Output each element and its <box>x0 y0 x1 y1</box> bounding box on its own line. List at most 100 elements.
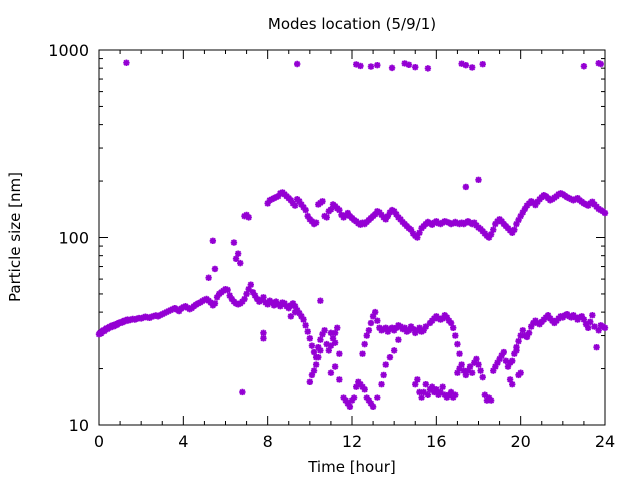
data-point <box>468 64 476 71</box>
data-point <box>452 391 459 398</box>
data-point <box>367 400 375 407</box>
data-point <box>277 303 284 310</box>
data-point <box>224 286 231 294</box>
data-point <box>475 361 482 368</box>
data-point <box>237 259 244 267</box>
data-point <box>374 61 381 69</box>
data-point <box>317 347 324 354</box>
data-point <box>367 319 375 327</box>
data-point <box>211 265 219 273</box>
data-point <box>462 371 470 379</box>
x-tick-label: 16 <box>426 432 446 451</box>
data-point <box>517 212 524 220</box>
plot-frame <box>98 49 606 426</box>
data-point <box>595 327 602 334</box>
data-point <box>363 332 370 339</box>
data-point <box>321 327 328 334</box>
data-point <box>365 327 373 334</box>
data-point <box>418 394 425 401</box>
data-point <box>513 343 520 351</box>
data-point <box>289 300 297 307</box>
data-point <box>317 336 324 343</box>
data-point <box>589 312 596 319</box>
data-point <box>369 313 377 320</box>
data-point <box>490 226 497 233</box>
data-point <box>490 367 497 374</box>
data-point <box>420 327 427 334</box>
data-point <box>401 60 408 67</box>
data-point <box>361 386 368 393</box>
data-point <box>390 347 398 354</box>
data-point <box>601 324 609 331</box>
data-point <box>302 206 309 214</box>
data-point <box>300 316 307 323</box>
y-tick-label: 10 <box>69 416 89 435</box>
data-point <box>363 394 370 401</box>
x-tick-label: 8 <box>263 432 273 451</box>
data-point <box>275 193 282 200</box>
data-point <box>401 324 408 331</box>
data-point <box>207 299 214 306</box>
data-point <box>437 388 444 396</box>
data-point <box>334 324 341 331</box>
data-point <box>458 60 465 67</box>
data-point <box>412 381 419 388</box>
data-point <box>393 211 400 218</box>
x-tick-label: 24 <box>595 432 615 451</box>
data-point <box>319 198 326 205</box>
data-point <box>584 324 592 331</box>
data-point <box>515 337 522 345</box>
chart-title: Modes location (5/9/1) <box>268 15 436 33</box>
data-point <box>249 289 257 296</box>
data-point <box>500 348 507 356</box>
data-point <box>483 397 491 404</box>
data-point <box>298 201 305 208</box>
data-point <box>251 292 259 299</box>
data-point <box>443 394 451 401</box>
data-point <box>213 294 221 301</box>
data-point <box>329 335 337 342</box>
data-point <box>245 285 252 293</box>
data-point <box>407 226 415 233</box>
data-point <box>384 212 392 220</box>
data-point <box>331 363 339 370</box>
data-point <box>312 361 320 368</box>
data-point <box>420 388 427 396</box>
data-point <box>511 226 518 233</box>
data-point <box>268 299 276 306</box>
data-point <box>260 294 267 301</box>
data-point <box>498 218 505 225</box>
data-point <box>310 367 318 374</box>
data-point <box>382 361 389 368</box>
data-point <box>331 339 339 346</box>
data-point <box>435 391 442 398</box>
data-point <box>532 201 539 209</box>
data-point <box>498 352 505 359</box>
data-point <box>494 359 501 366</box>
data-point <box>325 347 333 354</box>
data-point <box>487 397 495 404</box>
x-tick-label: 0 <box>94 432 104 451</box>
data-point <box>433 386 440 393</box>
data-point <box>509 381 516 388</box>
data-point <box>357 62 364 70</box>
data-point <box>291 308 299 316</box>
data-point <box>405 327 413 334</box>
data-point <box>601 209 609 217</box>
data-point <box>327 206 335 213</box>
data-point <box>414 376 421 383</box>
data-point <box>285 304 292 312</box>
data-points <box>95 59 609 411</box>
data-point <box>369 403 377 411</box>
data-point <box>350 394 358 401</box>
y-axis: 10 100 1000 <box>48 41 605 435</box>
data-point <box>281 300 288 307</box>
data-point <box>245 214 252 221</box>
data-point <box>304 328 311 335</box>
data-point <box>346 403 354 411</box>
data-point <box>502 357 510 364</box>
data-point <box>587 318 594 326</box>
data-point <box>456 365 463 372</box>
data-point <box>409 325 417 333</box>
data-point <box>344 400 351 407</box>
